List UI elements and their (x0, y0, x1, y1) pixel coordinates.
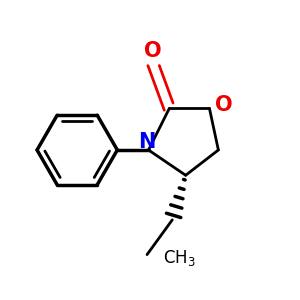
Text: O: O (214, 94, 232, 115)
Text: N: N (138, 132, 156, 152)
Text: CH$_3$: CH$_3$ (164, 248, 196, 268)
Text: O: O (144, 41, 162, 61)
